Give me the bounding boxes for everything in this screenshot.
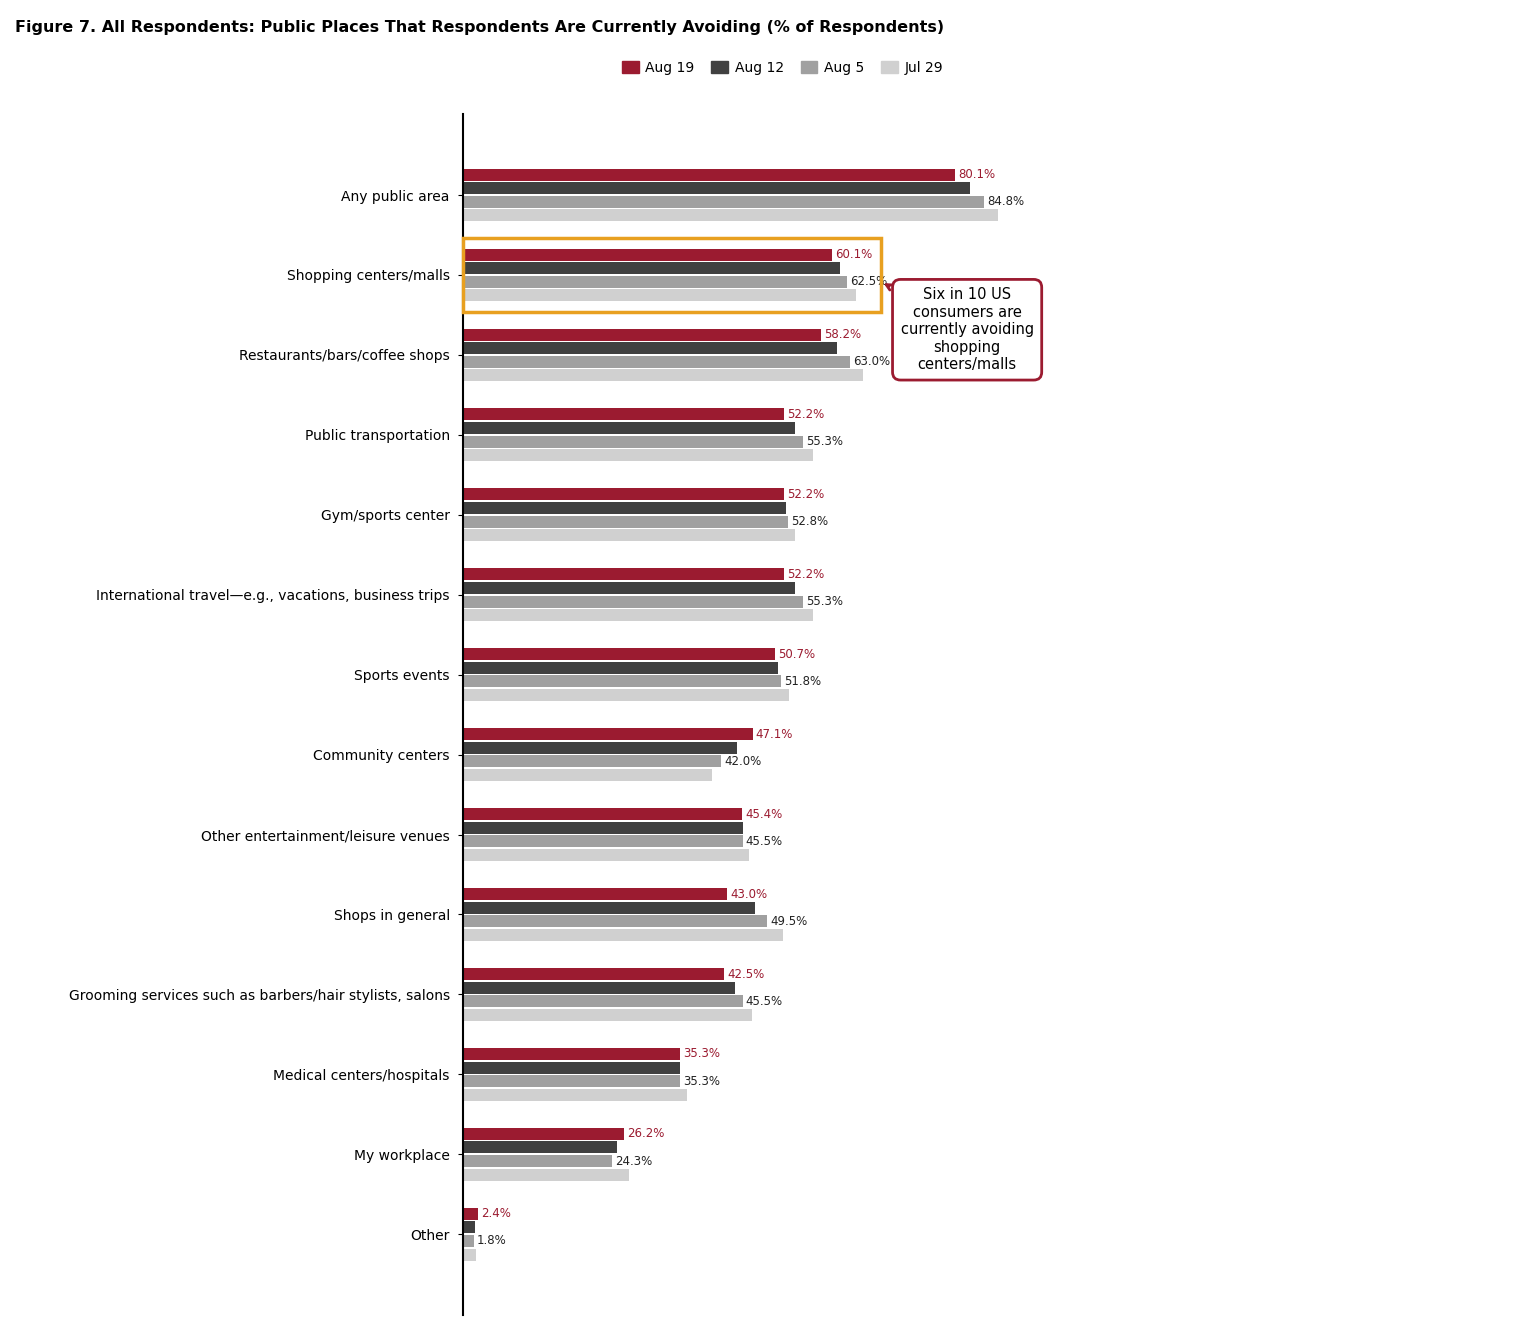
Legend: Aug 19, Aug 12, Aug 5, Jul 29: Aug 19, Aug 12, Aug 5, Jul 29 (616, 55, 949, 81)
Text: 58.2%: 58.2% (824, 327, 861, 341)
Bar (463, 742, 736, 754)
Bar (463, 902, 754, 914)
Text: 24.3%: 24.3% (615, 1154, 653, 1168)
Text: 62.5%: 62.5% (850, 275, 888, 289)
Bar (463, 488, 783, 501)
Bar (463, 675, 782, 687)
Bar (463, 1088, 688, 1100)
Bar (463, 421, 795, 433)
Text: 52.2%: 52.2% (786, 488, 824, 501)
Bar (463, 1155, 612, 1168)
Bar (463, 196, 984, 208)
Text: 52.2%: 52.2% (786, 408, 824, 421)
Bar (463, 408, 783, 420)
Bar (463, 1248, 477, 1260)
Bar (463, 529, 795, 541)
Bar (463, 609, 814, 621)
Bar (463, 769, 712, 781)
Bar (463, 1142, 616, 1154)
Bar (463, 1048, 680, 1060)
Bar (463, 502, 786, 514)
Bar (463, 996, 742, 1008)
Bar (463, 568, 783, 580)
Bar (463, 209, 997, 221)
Text: 45.4%: 45.4% (745, 808, 782, 820)
Bar (463, 342, 836, 354)
Bar (463, 1235, 474, 1247)
Bar (463, 1127, 624, 1139)
Bar (463, 756, 721, 768)
Bar (463, 169, 955, 181)
Bar (463, 290, 856, 302)
Text: 60.1%: 60.1% (835, 248, 873, 262)
Bar (463, 1062, 680, 1074)
Bar (463, 808, 742, 820)
Bar (463, 1009, 751, 1021)
Text: 49.5%: 49.5% (771, 915, 808, 927)
Text: 26.2%: 26.2% (627, 1127, 665, 1141)
Text: 1.8%: 1.8% (477, 1235, 507, 1248)
Bar (463, 596, 803, 608)
Bar (463, 1221, 475, 1233)
Bar (463, 1208, 478, 1220)
Bar (463, 648, 774, 660)
Text: 52.8%: 52.8% (791, 515, 827, 527)
Text: 45.5%: 45.5% (745, 994, 783, 1008)
Bar (463, 515, 788, 527)
Text: 47.1%: 47.1% (756, 727, 792, 741)
Bar (463, 915, 767, 927)
Text: 35.3%: 35.3% (683, 1048, 720, 1060)
Text: 45.5%: 45.5% (745, 835, 783, 848)
Text: 63.0%: 63.0% (853, 356, 891, 368)
Bar (463, 729, 753, 741)
Bar (463, 248, 832, 260)
Bar (463, 450, 814, 462)
Text: 80.1%: 80.1% (958, 168, 996, 181)
Bar (463, 821, 742, 833)
Bar (463, 356, 850, 368)
Text: Figure 7. All Respondents: Public Places That Respondents Are Currently Avoiding: Figure 7. All Respondents: Public Places… (15, 20, 944, 35)
Text: 43.0%: 43.0% (730, 887, 768, 900)
Bar (463, 888, 727, 900)
Text: 51.8%: 51.8% (785, 675, 821, 688)
Text: 35.3%: 35.3% (683, 1075, 720, 1087)
Bar (463, 239, 880, 311)
Bar (463, 275, 847, 287)
Text: Six in 10 US
consumers are
currently avoiding
shopping
centers/malls: Six in 10 US consumers are currently avo… (887, 285, 1034, 372)
Bar (463, 835, 742, 847)
Bar (463, 968, 724, 980)
Bar (463, 582, 795, 595)
Bar (463, 662, 779, 674)
Text: 52.2%: 52.2% (786, 568, 824, 581)
Bar (463, 369, 862, 381)
Bar (463, 262, 839, 274)
Text: 2.4%: 2.4% (481, 1208, 510, 1220)
Text: 50.7%: 50.7% (777, 648, 815, 660)
Bar (463, 1075, 680, 1087)
Bar (463, 1169, 628, 1181)
Bar (463, 849, 748, 862)
Text: 55.3%: 55.3% (806, 595, 842, 608)
Text: 55.3%: 55.3% (806, 435, 842, 448)
Bar (463, 436, 803, 448)
Text: 42.0%: 42.0% (724, 756, 762, 768)
Text: 84.8%: 84.8% (987, 196, 1025, 208)
Bar (463, 329, 821, 341)
Bar (463, 688, 789, 701)
Bar (463, 929, 783, 941)
Bar (463, 183, 970, 195)
Bar (463, 981, 735, 993)
Text: 42.5%: 42.5% (727, 968, 765, 981)
